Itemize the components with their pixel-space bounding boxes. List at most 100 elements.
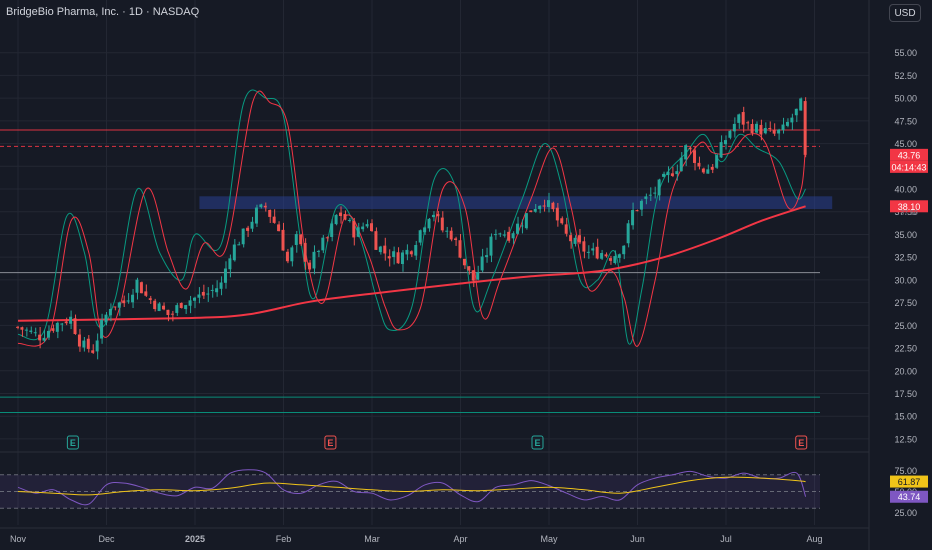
candle-body bbox=[285, 251, 289, 262]
candle-body bbox=[246, 227, 250, 231]
candle-body bbox=[507, 231, 511, 241]
candle-body bbox=[542, 205, 546, 207]
earnings-marker-label: E bbox=[798, 438, 804, 448]
candle-body bbox=[272, 216, 276, 223]
earnings-marker[interactable]: E bbox=[795, 435, 808, 450]
x-tick-label: Mar bbox=[364, 534, 380, 544]
candle-body bbox=[126, 300, 130, 302]
y-tick-label: 20.00 bbox=[894, 366, 917, 376]
earnings-marker-box bbox=[324, 435, 337, 450]
candle-body bbox=[600, 253, 604, 259]
y-tick-label: 25.00 bbox=[894, 321, 917, 331]
candle-body bbox=[608, 258, 612, 261]
candle-body bbox=[679, 157, 683, 171]
candle-body bbox=[20, 327, 24, 330]
time-axis[interactable]: Nov Dec 2025 Feb Mar Apr May Jun Jul Aug bbox=[10, 534, 823, 544]
candle-body bbox=[263, 205, 267, 208]
candle-body bbox=[467, 266, 471, 271]
y-tick-label: 27.50 bbox=[894, 298, 917, 308]
earnings-marker[interactable]: E bbox=[66, 435, 79, 450]
candle-body bbox=[591, 248, 595, 251]
candle-body bbox=[754, 123, 758, 133]
currency-button[interactable]: USD bbox=[889, 4, 921, 22]
candle-body bbox=[405, 249, 409, 255]
candle-body bbox=[715, 155, 719, 168]
candle-body bbox=[51, 328, 55, 331]
candle-body bbox=[268, 209, 272, 217]
price-axis[interactable]: 12.50 15.00 17.50 20.00 22.50 25.00 27.50 30.00… bbox=[894, 48, 917, 518]
candle-body bbox=[768, 127, 772, 129]
price-label-bg bbox=[890, 200, 928, 213]
candle-body bbox=[440, 217, 444, 231]
rsi-tick-label: 75.00 bbox=[894, 466, 917, 476]
candle-body bbox=[799, 98, 803, 111]
grid bbox=[0, 0, 870, 550]
earnings-marker-box bbox=[66, 435, 79, 450]
y-tick-label: 47.50 bbox=[894, 116, 917, 126]
rsi-label-text: 61.87 bbox=[898, 477, 921, 487]
candle-body bbox=[259, 204, 263, 208]
candle-body bbox=[582, 241, 586, 252]
candle-body bbox=[223, 268, 227, 283]
candle-body bbox=[498, 233, 502, 235]
rsi-ma-line bbox=[17, 476, 806, 496]
x-tick-label: May bbox=[540, 534, 558, 544]
y-tick-label: 32.50 bbox=[894, 253, 917, 263]
sma-line bbox=[17, 205, 806, 322]
candle-body bbox=[232, 244, 236, 261]
moving-average bbox=[17, 205, 806, 322]
earnings-marker[interactable]: E bbox=[531, 435, 544, 450]
rsi-label-text: 43.74 bbox=[898, 492, 921, 502]
candle-body bbox=[55, 322, 59, 332]
candle-body bbox=[644, 196, 648, 199]
symbol-title[interactable]: BridgeBio Pharma, Inc. · 1D · NASDAQ bbox=[6, 6, 200, 18]
candle-body bbox=[347, 219, 351, 221]
candle-body bbox=[29, 330, 33, 332]
candle-body bbox=[693, 150, 697, 163]
rsi-tick-label: 25.00 bbox=[894, 508, 917, 518]
candle-body bbox=[184, 305, 188, 310]
earnings-marker[interactable]: E bbox=[324, 435, 337, 450]
earnings-marker-label: E bbox=[534, 438, 540, 448]
candle-body bbox=[108, 308, 112, 316]
candle-body bbox=[219, 282, 223, 289]
candle-body bbox=[449, 230, 453, 240]
candle-body bbox=[790, 117, 794, 123]
candle-body bbox=[144, 291, 148, 296]
demand-zone bbox=[199, 196, 833, 210]
candle-body bbox=[361, 226, 365, 230]
candle-body bbox=[339, 212, 343, 217]
candle-body bbox=[46, 330, 50, 338]
candle-body bbox=[290, 247, 294, 262]
price-label-text: 43.76 bbox=[898, 150, 921, 160]
candle-body bbox=[414, 244, 418, 256]
candle-body bbox=[254, 207, 258, 224]
earnings-marker-label: E bbox=[70, 438, 76, 448]
y-tick-label: 50.00 bbox=[894, 94, 917, 104]
candle-body bbox=[431, 214, 435, 218]
candle-body bbox=[524, 213, 528, 229]
candle-body bbox=[728, 130, 732, 138]
candle-body bbox=[445, 230, 449, 232]
horizontal-levels bbox=[0, 129, 820, 414]
candle-body bbox=[511, 233, 515, 239]
candle-body bbox=[471, 270, 475, 281]
candle-body bbox=[635, 210, 639, 212]
candle-body bbox=[436, 213, 440, 217]
candle-body bbox=[343, 214, 347, 220]
candle-body bbox=[489, 236, 493, 256]
x-tick-label: Jun bbox=[630, 534, 645, 544]
candle-body bbox=[352, 220, 356, 238]
candle-body bbox=[595, 246, 599, 259]
rsi-label-bg bbox=[890, 475, 928, 488]
candle-body bbox=[33, 332, 37, 334]
candle-body bbox=[77, 334, 81, 347]
candle-body bbox=[400, 252, 404, 264]
candle-body bbox=[38, 334, 42, 341]
candle-body bbox=[122, 300, 126, 304]
candle-body bbox=[476, 272, 480, 280]
